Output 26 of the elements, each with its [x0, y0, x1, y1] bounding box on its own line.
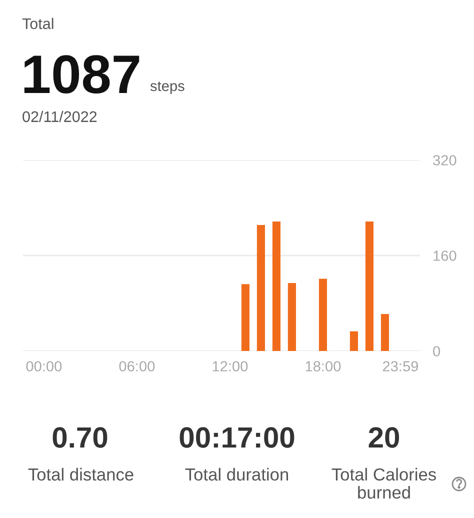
bar [365, 221, 374, 351]
x-tick-label: 06:00 [119, 361, 155, 372]
text: steps [150, 82, 184, 94]
text: Total Calories burned [332, 468, 436, 499]
bar [241, 284, 250, 351]
text: 02/11/2022 [22, 110, 97, 122]
bar [318, 278, 327, 351]
text: 20 [368, 427, 400, 448]
x-tick-label: 18:00 [306, 361, 341, 372]
chart-title: Total [22, 18, 54, 30]
x-tick-label: 00:00 [26, 361, 62, 372]
bar [288, 282, 296, 351]
text: Total duration [185, 468, 288, 481]
bar [272, 221, 280, 351]
y-tick-label: 320 [433, 155, 456, 166]
x-tick-label: 23:59 [382, 361, 418, 372]
bar [256, 225, 265, 351]
y-tick-label: 0 [433, 346, 440, 356]
y-tick-label: 160 [434, 250, 456, 261]
text: 0.70 [52, 427, 108, 448]
bar [380, 314, 389, 351]
x-tick-label: 12:00 [212, 361, 248, 372]
bar [350, 331, 358, 351]
text: 00:17:00 [180, 427, 294, 448]
text: Total distance [28, 468, 134, 481]
text: 1087 [24, 55, 140, 94]
